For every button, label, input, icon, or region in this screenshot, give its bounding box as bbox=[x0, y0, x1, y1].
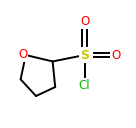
Text: O: O bbox=[18, 48, 27, 61]
Text: S: S bbox=[80, 49, 89, 62]
Text: O: O bbox=[80, 15, 89, 28]
Text: Cl: Cl bbox=[79, 79, 90, 92]
Text: O: O bbox=[111, 49, 121, 62]
